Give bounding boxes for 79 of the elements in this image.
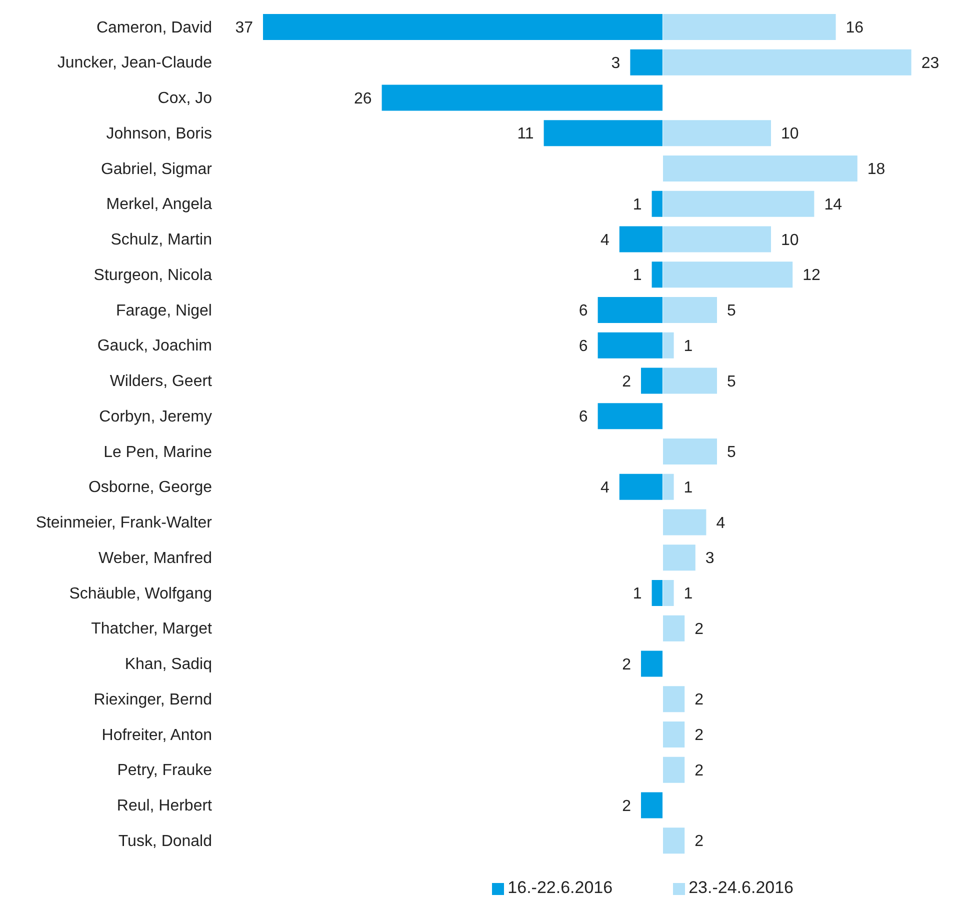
data-label: 23 xyxy=(920,54,939,72)
data-label: 1 xyxy=(683,479,692,496)
bar xyxy=(382,84,663,111)
data-label: 3 xyxy=(704,550,714,568)
data-label: 5 xyxy=(726,373,736,390)
y-tick-label: Petry, Frauke xyxy=(117,762,212,780)
y-tick-label: Juncker, Jean-Claude xyxy=(57,54,212,72)
y-tick-label: Cox, Jo xyxy=(158,90,212,108)
data-label: 2 xyxy=(694,833,704,850)
y-tick-label: Steinmeier, Frank-Walter xyxy=(36,514,213,532)
data-label: 18 xyxy=(866,161,885,178)
bar xyxy=(598,403,663,430)
y-tick-label: Osborne, George xyxy=(88,479,212,496)
data-label: 37 xyxy=(235,20,254,37)
data-label: 4 xyxy=(716,514,725,532)
y-tick-label: Tusk, Donald xyxy=(118,832,212,850)
bar xyxy=(662,544,695,571)
data-label: 1 xyxy=(632,586,642,603)
data-label: 10 xyxy=(780,126,798,143)
data-label: 5 xyxy=(726,302,736,320)
data-label: 2 xyxy=(694,727,704,744)
data-label: 1 xyxy=(632,196,642,214)
y-tick-label: Corbyn, Jeremy xyxy=(99,408,212,426)
data-label: 14 xyxy=(824,196,842,214)
data-label: 2 xyxy=(694,620,704,638)
data-label: 5 xyxy=(726,444,736,462)
data-label: 1 xyxy=(683,586,692,603)
bar xyxy=(662,438,717,464)
data-label: 4 xyxy=(600,479,610,496)
data-label: 2 xyxy=(622,373,632,390)
data-label: 6 xyxy=(578,338,588,355)
y-tick-label: Thatcher, Marget xyxy=(91,620,213,638)
bar xyxy=(662,721,684,748)
data-label: 12 xyxy=(802,267,820,284)
y-tick-label: Cameron, David xyxy=(96,19,212,36)
data-label: 6 xyxy=(578,408,588,426)
bar xyxy=(640,650,663,677)
y-tick-label: Schäuble, Wolfgang xyxy=(69,585,212,602)
data-label: 4 xyxy=(600,232,610,249)
y-tick-label: Reul, Herbert xyxy=(116,798,213,815)
data-label: 11 xyxy=(517,126,534,143)
data-label: 26 xyxy=(354,90,372,108)
y-tick-label: Riexinger, Bernd xyxy=(94,691,212,708)
bar xyxy=(652,262,663,288)
bar xyxy=(662,686,684,712)
bar xyxy=(662,615,684,642)
bar xyxy=(662,156,857,182)
y-tick-label: Gabriel, Sigmar xyxy=(100,160,213,178)
y-tick-label: Johnson, Boris xyxy=(106,125,212,142)
y-tick-label: Farage, Nigel xyxy=(116,302,212,320)
data-label: 2 xyxy=(622,656,632,674)
bar xyxy=(640,792,663,818)
y-tick-label: Khan, Sadiq xyxy=(124,656,212,674)
bar xyxy=(630,49,663,76)
data-label: 1 xyxy=(683,338,692,355)
y-tick-label: Weber, Manfred xyxy=(98,550,212,567)
data-label: 2 xyxy=(622,798,632,815)
y-tick-label: Sturgeon, Nicola xyxy=(94,266,212,284)
data-label: 6 xyxy=(578,302,588,320)
data-label: 16 xyxy=(845,20,864,37)
y-tick-label: Le Pen, Marine xyxy=(104,444,212,461)
data-label: 10 xyxy=(780,232,798,249)
bar xyxy=(662,332,674,358)
y-tick-label: Wilders, Geert xyxy=(110,373,213,390)
y-tick-label: Gauck, Joachim xyxy=(97,338,212,355)
bar xyxy=(662,509,706,536)
y-tick-label: Hofreiter, Anton xyxy=(102,726,212,744)
y-tick-label: Schulz, Martin xyxy=(110,232,212,249)
bar xyxy=(652,190,663,217)
data-label: 3 xyxy=(611,54,620,72)
data-label: 2 xyxy=(694,762,704,780)
data-label: 2 xyxy=(694,692,704,709)
y-tick-label: Merkel, Angela xyxy=(106,196,212,214)
bar xyxy=(662,828,684,854)
legend-label: 16.-22.6.2016 xyxy=(508,878,613,897)
legend-label: 23.-24.6.2016 xyxy=(688,878,794,897)
data-label: 1 xyxy=(632,267,642,284)
bar xyxy=(662,756,684,783)
bar xyxy=(662,474,674,500)
